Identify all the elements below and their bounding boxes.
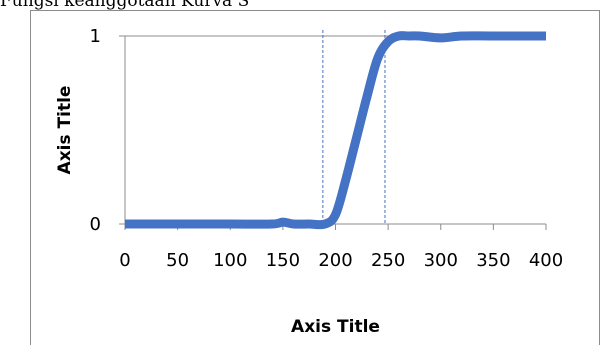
x-tick-label-250: 250 xyxy=(371,250,405,271)
x-tick-label-300: 300 xyxy=(424,250,458,271)
gridlines xyxy=(125,35,546,225)
x-tick-label-400: 400 xyxy=(529,250,563,271)
series-line-1 xyxy=(125,31,546,230)
y-tick-labels: 01 xyxy=(90,26,101,235)
y-tick-label-0: 0 xyxy=(90,214,101,235)
reference-lines xyxy=(322,30,386,224)
x-tick-label-50: 50 xyxy=(166,250,189,271)
x-tick-label-100: 100 xyxy=(213,250,247,271)
x-tick-label-150: 150 xyxy=(266,250,300,271)
x-tick-label-200: 200 xyxy=(318,250,352,271)
x-tick-label-350: 350 xyxy=(476,250,510,271)
x-axis-title: Axis Title xyxy=(291,317,380,337)
y-axis-title: Axis Title xyxy=(55,86,75,175)
x-tick-labels: 0 50 100 150 200 250 300 350 400 xyxy=(119,250,563,271)
y-tick-label-1: 1 xyxy=(90,26,101,47)
axes xyxy=(119,35,547,230)
series-layer xyxy=(125,31,546,230)
document-header-text: Fungsi keanggotaan Kurva S xyxy=(0,0,250,11)
x-tick-label-0: 0 xyxy=(119,250,130,271)
